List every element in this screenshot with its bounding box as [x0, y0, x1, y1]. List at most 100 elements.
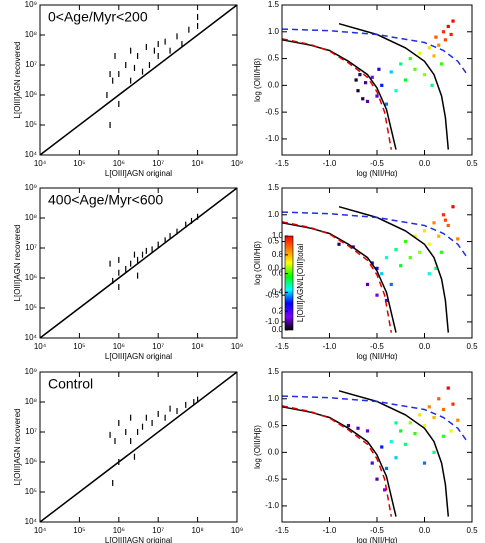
x-tick-label: 10⁹ [231, 342, 243, 351]
point [112, 77, 114, 84]
point [427, 46, 431, 50]
y-tick-label: 10⁵ [25, 303, 37, 312]
x-axis-label: log (NII/Hα) [356, 352, 397, 361]
point [389, 440, 393, 444]
point [389, 70, 393, 74]
point [109, 431, 111, 438]
point [106, 92, 108, 98]
curve [338, 390, 450, 517]
point [190, 217, 193, 224]
point [370, 461, 374, 465]
point [408, 256, 412, 260]
point [403, 78, 408, 82]
point [151, 246, 153, 253]
y-tick-label: 10⁸ [25, 30, 37, 39]
point [440, 250, 444, 254]
point [430, 83, 434, 87]
axes-frame [39, 4, 238, 156]
point [370, 75, 374, 79]
curve [281, 39, 397, 150]
y-tick-label: 0.5 [268, 54, 280, 63]
axes-frame [39, 371, 238, 523]
x-tick-label: 10⁴ [34, 526, 47, 535]
x-tick-label: 10⁹ [231, 159, 243, 168]
x-axis-label: L[OIII]AGN original [105, 536, 172, 543]
y-tick-label: 10⁵ [25, 487, 37, 496]
x-axis-label: L[OIII]AGN original [105, 169, 172, 178]
y-tick-label: 0.0 [268, 80, 280, 89]
x-tick-label: 10⁵ [73, 159, 85, 168]
y-tick-label: -0.5 [265, 107, 279, 116]
x-tick-label: -1.5 [275, 342, 289, 351]
point [375, 293, 379, 297]
axes-frame [39, 187, 238, 339]
point [130, 47, 132, 54]
point [449, 429, 453, 433]
x-tick-label: -1.0 [323, 159, 337, 168]
colorbar-label: L[OIII]AGN/L[OIII]total [296, 244, 305, 322]
axes-frame [281, 4, 473, 156]
y-axis-label: log (OIII/Hβ) [253, 241, 262, 285]
point [141, 251, 144, 258]
point [125, 62, 127, 68]
point [153, 47, 155, 54]
point [394, 89, 398, 93]
y-tick-label: 10⁶ [25, 273, 37, 282]
point [422, 423, 427, 428]
point [136, 256, 139, 263]
x-tick-label: 10⁷ [152, 526, 164, 535]
point [118, 256, 120, 263]
point [451, 19, 455, 23]
point [197, 13, 199, 20]
point [114, 438, 116, 445]
point [440, 62, 444, 66]
x-tick-label: 10⁸ [191, 159, 203, 168]
y-tick-label: 10⁹ [25, 367, 37, 376]
curve [338, 22, 450, 150]
point [413, 432, 417, 436]
y-axis-label: log (OIII/Hβ) [253, 58, 262, 102]
point [169, 405, 171, 412]
point [441, 434, 446, 438]
point [130, 438, 132, 445]
point [145, 43, 147, 50]
point [148, 62, 151, 68]
point [449, 32, 453, 37]
curve [281, 406, 397, 517]
point [141, 423, 144, 430]
point [364, 81, 368, 85]
y-tick-label: 0.5 [268, 237, 280, 246]
curve [338, 205, 450, 333]
curve [281, 221, 393, 333]
point [375, 266, 379, 270]
point [337, 242, 341, 246]
point [365, 99, 370, 104]
colorbar [284, 235, 294, 331]
point [443, 218, 447, 222]
axes-frame [281, 187, 473, 339]
point [408, 56, 412, 61]
point [157, 52, 159, 59]
point [422, 461, 427, 465]
point [112, 277, 114, 284]
point [394, 421, 398, 425]
x-tick-label: 10⁸ [191, 526, 203, 535]
point [151, 419, 153, 426]
point [130, 260, 132, 267]
point [384, 102, 389, 106]
point [365, 282, 370, 287]
x-tick-label: -0.5 [370, 526, 384, 535]
y-tick-label: -1.0 [265, 501, 279, 510]
point [413, 234, 417, 238]
point [197, 213, 199, 220]
point [141, 68, 144, 75]
x-axis-label: log (NII/Hα) [356, 536, 397, 543]
x-tick-label: -1.0 [323, 526, 337, 535]
y-tick-label: 10⁵ [25, 120, 37, 129]
y-tick-label: 10⁶ [25, 90, 37, 99]
point [197, 396, 199, 403]
point [380, 445, 384, 449]
point [427, 242, 431, 246]
point [354, 78, 358, 82]
point [197, 22, 199, 29]
